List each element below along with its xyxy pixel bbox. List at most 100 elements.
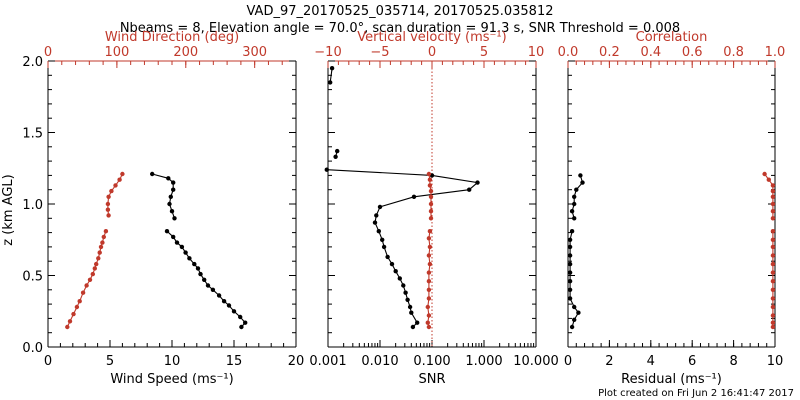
data-point-red	[428, 188, 434, 194]
data-point-black	[410, 324, 416, 330]
data-point-red	[770, 261, 776, 267]
data-point-black	[174, 240, 180, 245]
data-point-black	[179, 244, 185, 250]
x-top-tick-label: 0.4	[640, 45, 661, 60]
data-point-black	[397, 276, 402, 281]
data-point-black	[467, 187, 472, 192]
data-point-red	[426, 287, 432, 292]
data-point-red	[770, 253, 776, 258]
data-point-black	[328, 80, 333, 85]
data-point-red	[426, 171, 432, 177]
data-point-black	[572, 201, 577, 207]
data-point-black	[567, 287, 573, 292]
data-point-black	[578, 173, 583, 178]
x-top-tick-label: 0	[428, 45, 436, 60]
x-bottom-axis-label: Residual (ms⁻¹)	[621, 372, 722, 387]
data-point-black	[169, 209, 175, 214]
data-point-red	[97, 250, 102, 255]
data-point-black	[239, 324, 244, 330]
data-point-red	[425, 304, 430, 310]
series-black-line	[329, 68, 333, 83]
data-point-black	[567, 253, 573, 258]
data-point-black	[167, 201, 172, 207]
data-point-black	[572, 194, 577, 199]
data-point-black	[187, 256, 192, 261]
x-bottom-tick-label: 15	[226, 354, 243, 369]
x-top-tick-label: 0.6	[682, 45, 703, 60]
x-bottom-axis-label: Wind Speed (ms⁻¹)	[110, 372, 233, 387]
data-point-black	[393, 269, 398, 274]
data-point-black	[243, 320, 248, 325]
data-point-red	[105, 201, 111, 207]
y-tick-label: 0.5	[22, 270, 43, 285]
data-point-red	[71, 311, 76, 317]
data-point-red	[96, 256, 101, 261]
data-point-red	[770, 270, 776, 275]
x-bottom-tick-label: 0.001	[309, 354, 346, 369]
data-point-red	[762, 171, 767, 177]
data-point-red	[426, 279, 432, 284]
data-point-black	[226, 303, 232, 308]
data-point-black	[150, 171, 155, 177]
data-point-black	[381, 244, 387, 250]
data-point-black	[411, 194, 417, 199]
data-point-red	[428, 201, 434, 207]
data-point-black	[183, 250, 188, 255]
data-point-red	[106, 213, 111, 218]
x-top-tick-label: 0.8	[723, 45, 744, 60]
data-point-black	[569, 209, 575, 214]
data-point-black	[333, 154, 338, 159]
data-point-red	[770, 287, 776, 292]
data-point-black	[385, 254, 390, 260]
data-point-red	[106, 194, 111, 199]
data-point-red	[117, 177, 122, 182]
x-top-tick-label: −10	[314, 45, 341, 60]
data-point-black	[580, 180, 585, 185]
data-point-red	[426, 236, 432, 241]
data-point-red	[98, 244, 104, 250]
x-bottom-tick-label: 2	[605, 354, 613, 369]
data-point-red	[94, 261, 99, 267]
data-point-red	[100, 240, 105, 245]
data-point-black	[324, 167, 329, 172]
x-bottom-tick-label: 10	[767, 354, 784, 369]
data-point-black	[569, 324, 575, 330]
data-point-red	[770, 201, 776, 207]
data-point-red	[770, 237, 776, 242]
x-top-tick-label: 0.0	[558, 45, 579, 60]
y-tick-label: 2.0	[22, 55, 43, 70]
data-point-red	[92, 266, 98, 271]
x-bottom-tick-label: 1.000	[465, 354, 502, 369]
data-point-black	[376, 229, 381, 234]
data-point-black	[569, 229, 575, 234]
data-point-red	[427, 244, 433, 250]
x-bottom-tick-label: 10.000	[513, 354, 559, 369]
data-point-black	[567, 270, 573, 275]
data-point-red	[770, 279, 776, 284]
x-bottom-tick-label: 0.100	[413, 354, 450, 369]
data-point-red	[120, 171, 125, 177]
data-point-black	[171, 187, 176, 192]
x-bottom-tick-label: 5	[106, 354, 114, 369]
series-black-line	[326, 169, 479, 328]
data-point-red	[426, 324, 432, 330]
x-top-axis-label: Wind Direction (deg)	[105, 30, 239, 45]
data-point-red	[770, 216, 776, 221]
x-top-tick-label: 100	[104, 45, 129, 60]
data-point-red	[426, 253, 432, 258]
data-point-red	[427, 177, 433, 182]
x-bottom-tick-label: 20	[288, 354, 305, 369]
data-point-red	[65, 324, 70, 330]
x-bottom-tick-label: 6	[688, 354, 696, 369]
data-point-red	[426, 296, 432, 301]
data-point-red	[428, 209, 434, 214]
data-point-black	[210, 287, 216, 292]
data-point-red	[770, 229, 776, 234]
data-point-red	[427, 261, 433, 267]
data-point-black	[415, 320, 420, 325]
data-point-black	[407, 304, 413, 310]
x-top-axis-label: Vertical velocity (ms⁻¹)	[357, 30, 506, 45]
data-point-red	[109, 188, 114, 194]
data-point-black	[216, 293, 222, 298]
